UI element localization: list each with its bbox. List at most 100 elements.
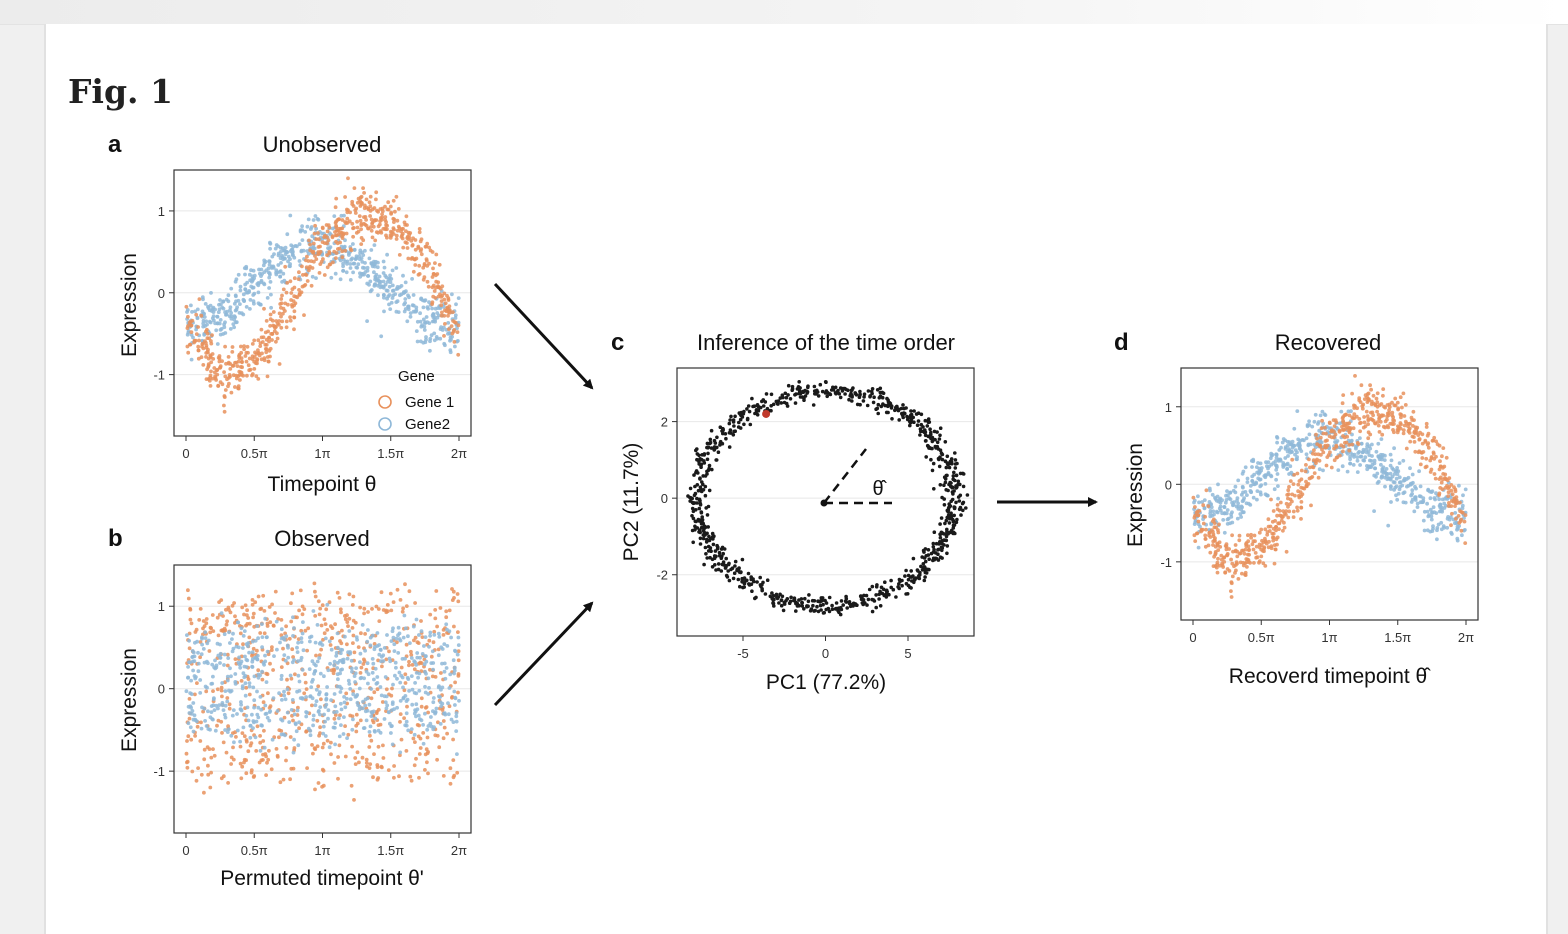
data-point xyxy=(305,255,309,259)
data-point xyxy=(242,634,246,638)
data-point xyxy=(266,296,270,300)
data-point xyxy=(1378,430,1382,434)
data-point xyxy=(248,307,252,311)
data-point xyxy=(285,325,289,329)
data-point xyxy=(324,705,328,709)
data-point xyxy=(282,653,286,657)
data-point xyxy=(186,315,190,319)
data-point xyxy=(373,645,377,649)
data-point xyxy=(353,208,357,212)
data-point xyxy=(267,276,271,280)
data-point xyxy=(362,273,366,277)
data-point xyxy=(426,692,430,696)
data-point xyxy=(373,239,377,243)
data-point xyxy=(1404,501,1408,505)
data-point xyxy=(389,280,393,284)
data-point xyxy=(389,609,393,613)
data-point xyxy=(401,686,405,690)
data-point xyxy=(1432,436,1436,440)
data-point xyxy=(343,195,347,199)
data-point xyxy=(397,310,401,314)
data-point xyxy=(391,743,395,747)
data-point xyxy=(385,633,389,637)
data-point xyxy=(279,250,283,254)
data-point xyxy=(1252,561,1256,565)
data-point xyxy=(880,586,884,590)
data-point xyxy=(1376,442,1380,446)
data-point xyxy=(903,574,907,578)
data-point xyxy=(439,671,443,675)
data-point xyxy=(280,677,284,681)
data-point xyxy=(881,402,885,406)
data-point xyxy=(1292,427,1296,431)
data-point xyxy=(1347,410,1351,414)
data-point xyxy=(326,739,330,743)
data-point xyxy=(223,632,227,636)
panel-a-title: Unobserved xyxy=(263,132,382,157)
data-point xyxy=(202,791,206,795)
data-point xyxy=(953,451,957,455)
data-point xyxy=(197,618,201,622)
data-point xyxy=(242,293,246,297)
data-point xyxy=(748,410,752,414)
data-point xyxy=(418,661,422,665)
data-point xyxy=(310,743,314,747)
data-point xyxy=(305,711,309,715)
data-point xyxy=(398,751,402,755)
data-point xyxy=(192,651,196,655)
data-point xyxy=(1435,528,1439,532)
data-point xyxy=(322,769,326,773)
data-point xyxy=(1274,478,1278,482)
data-point xyxy=(442,774,446,778)
data-point xyxy=(1256,461,1260,465)
data-point xyxy=(313,232,317,236)
data-point xyxy=(326,717,330,721)
data-point xyxy=(1408,466,1412,470)
data-point xyxy=(400,284,404,288)
data-point xyxy=(307,727,311,731)
data-point xyxy=(265,680,269,684)
data-point xyxy=(292,658,296,662)
data-point xyxy=(188,321,192,325)
data-point xyxy=(1313,471,1317,475)
data-point xyxy=(204,302,208,306)
data-point xyxy=(739,418,743,422)
data-point xyxy=(938,522,942,526)
data-point xyxy=(762,398,766,402)
data-point xyxy=(358,687,362,691)
data-point xyxy=(1358,429,1362,433)
data-point xyxy=(297,609,301,613)
data-point xyxy=(197,349,201,353)
data-point xyxy=(1333,424,1337,428)
data-point xyxy=(445,294,449,298)
data-point xyxy=(1330,428,1334,432)
data-point xyxy=(702,537,706,541)
data-point xyxy=(195,681,199,685)
data-point xyxy=(285,250,289,254)
data-point xyxy=(223,410,227,414)
data-point xyxy=(1223,531,1227,535)
data-point xyxy=(1197,501,1201,505)
data-point xyxy=(1328,421,1332,425)
data-point xyxy=(917,576,921,580)
data-point xyxy=(300,656,304,660)
data-point xyxy=(706,513,710,517)
data-point xyxy=(1426,528,1430,532)
data-point xyxy=(200,727,204,731)
data-point xyxy=(1430,529,1434,533)
data-point xyxy=(325,241,329,245)
data-point xyxy=(948,466,952,470)
data-point xyxy=(396,299,400,303)
data-point xyxy=(391,683,395,687)
data-point xyxy=(1275,464,1279,468)
data-point xyxy=(733,429,737,433)
data-point xyxy=(1231,550,1235,554)
data-point xyxy=(791,385,795,389)
data-point xyxy=(414,757,418,761)
data-point xyxy=(354,730,358,734)
data-point xyxy=(186,665,190,669)
data-point xyxy=(189,725,193,729)
data-point xyxy=(1305,436,1309,440)
data-point xyxy=(777,399,781,403)
data-point xyxy=(359,652,363,656)
